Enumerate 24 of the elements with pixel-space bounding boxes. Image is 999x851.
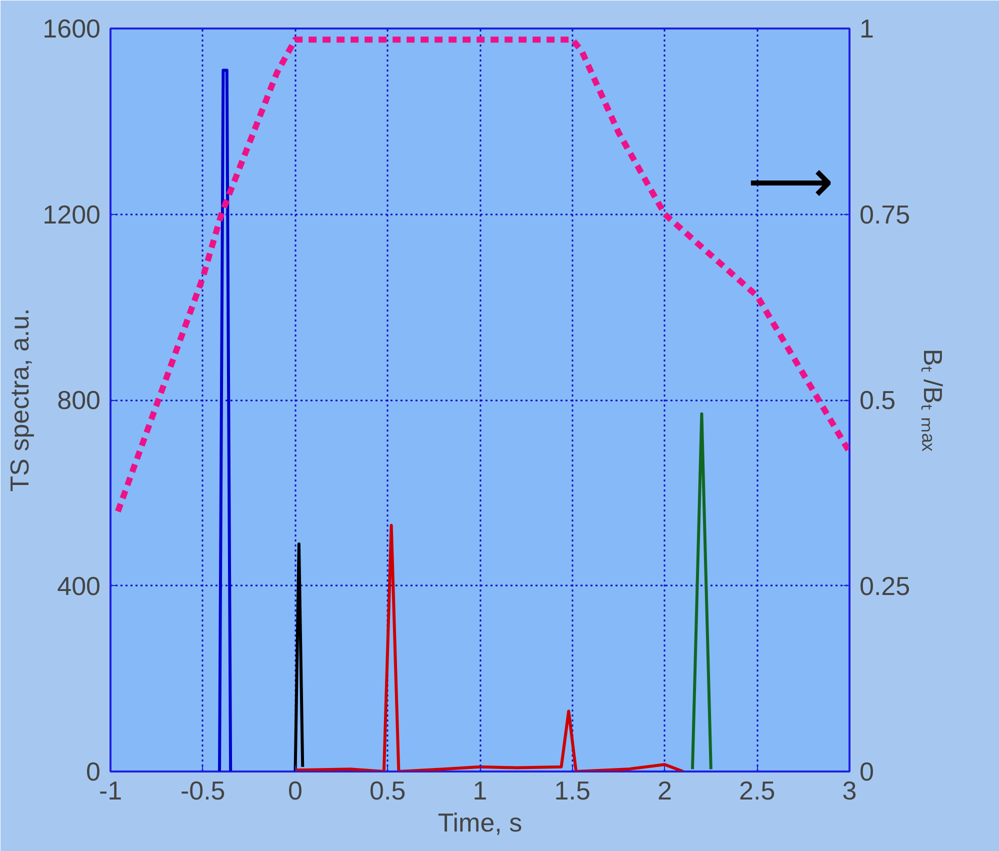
annotation: ⟶: [748, 148, 834, 215]
y-tick-label: 400: [57, 570, 101, 601]
x-tick-label: 3: [842, 776, 857, 806]
y2-axis-title: Bₜ /Bₜ ₘₐₓ: [918, 348, 948, 452]
x-tick-label: 2: [658, 776, 672, 806]
line-series: [294, 524, 685, 772]
y2-tick-label: 0.5: [860, 385, 896, 415]
y-tick-label: 0: [86, 756, 101, 786]
x-tick-label: 1: [472, 776, 488, 806]
y2-tick-label: 1: [860, 14, 874, 44]
y-tick-label: 1200: [42, 199, 101, 230]
x-tick-label: 1.5: [554, 776, 590, 806]
x-tick-label: 0: [288, 776, 302, 806]
x-tick-label: -1: [98, 776, 122, 806]
x-tick-label: 2.5: [739, 776, 776, 806]
y-tick-label: 800: [57, 385, 101, 415]
y2-tick-label: 0: [860, 756, 874, 786]
x-axis-title: Time, s: [438, 808, 522, 838]
x-tick-label: -0.5: [180, 776, 226, 806]
y-axis-title: TS spectra, a.u.: [4, 308, 35, 492]
y2-tick-label: 0.25: [860, 570, 910, 601]
x-tick-label: 0.5: [370, 776, 406, 806]
y-tick-label: 1600: [42, 14, 101, 44]
y2-tick-label: 0.75: [860, 199, 910, 230]
